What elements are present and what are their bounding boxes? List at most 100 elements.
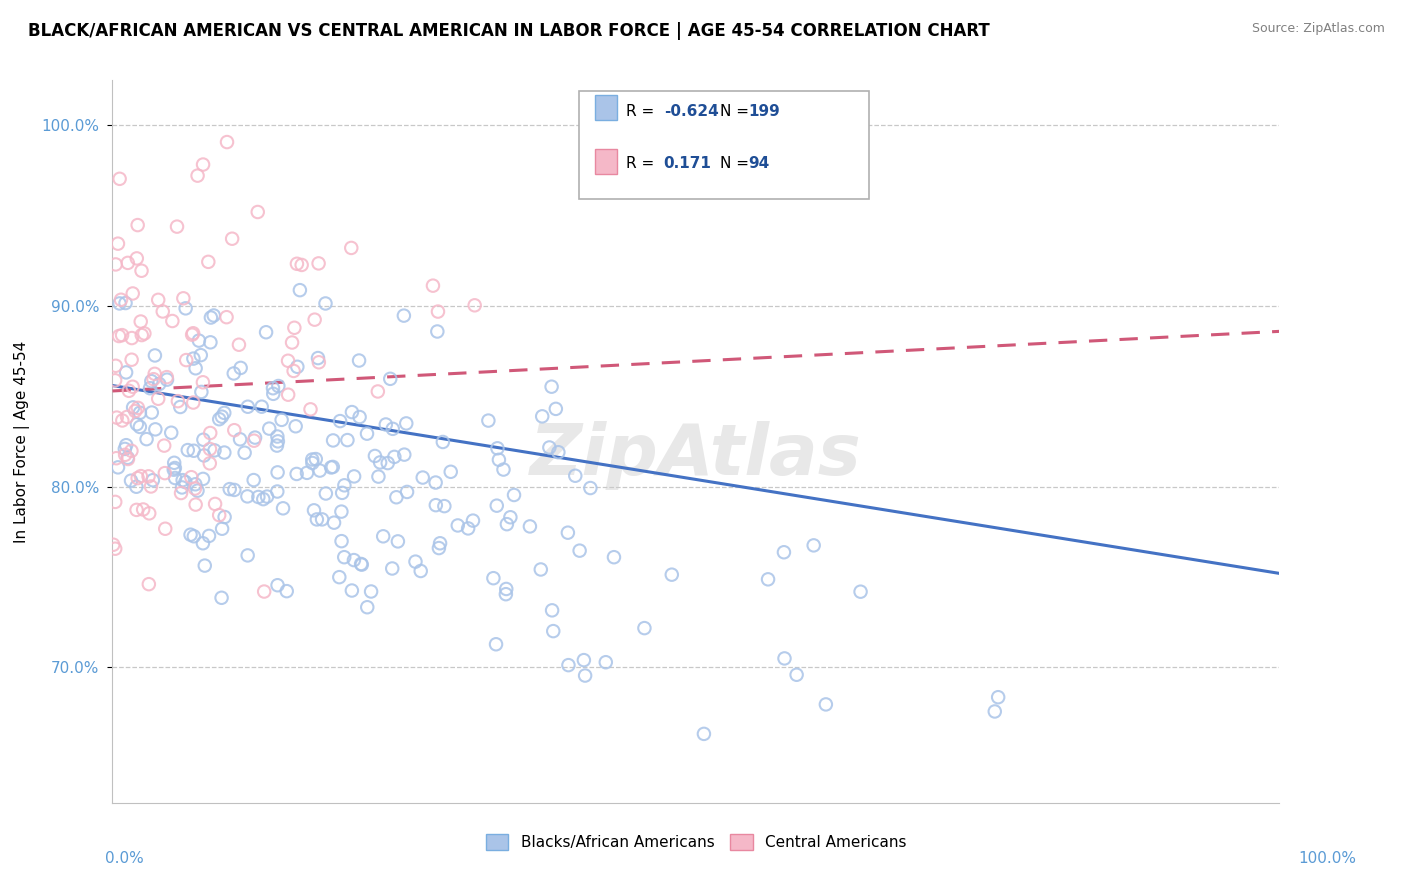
Point: [368, 455, 391, 469]
Point: [485, 499, 508, 513]
Point: [115, 365, 138, 379]
Point: [426, 325, 449, 339]
Point: [110, 293, 132, 307]
Point: [773, 545, 796, 559]
Point: [271, 501, 294, 516]
Point: [138, 577, 160, 591]
Point: [183, 529, 205, 543]
Point: [215, 135, 238, 149]
Point: [773, 651, 796, 665]
Text: N =: N =: [720, 156, 749, 171]
Point: [488, 452, 510, 467]
Point: [208, 508, 231, 523]
Text: BLACK/AFRICAN AMERICAN VS CENTRAL AMERICAN IN LABOR FORCE | AGE 45-54 CORRELATIO: BLACK/AFRICAN AMERICAN VS CENTRAL AMERIC…: [28, 22, 990, 40]
Point: [120, 443, 142, 458]
Point: [111, 413, 134, 427]
Point: [215, 310, 238, 325]
Point: [530, 562, 553, 576]
Point: [139, 381, 162, 395]
Point: [143, 422, 166, 436]
Point: [148, 293, 170, 307]
Point: [138, 469, 160, 483]
Point: [129, 314, 152, 328]
Point: [183, 443, 205, 458]
Point: [198, 456, 221, 470]
Point: [277, 353, 299, 368]
Point: [184, 498, 207, 512]
Point: [322, 459, 344, 474]
Point: [166, 219, 188, 234]
Point: [304, 312, 326, 326]
Point: [544, 401, 567, 416]
Point: [108, 171, 131, 186]
Point: [267, 379, 290, 393]
Point: [276, 584, 298, 599]
Point: [336, 433, 359, 447]
Point: [180, 470, 202, 484]
Point: [214, 445, 236, 459]
Point: [541, 603, 564, 617]
Point: [127, 218, 149, 232]
Point: [328, 570, 350, 584]
Point: [127, 471, 149, 485]
Point: [486, 442, 509, 456]
Point: [496, 517, 519, 532]
Point: [200, 335, 222, 350]
Point: [387, 534, 409, 549]
Point: [396, 485, 419, 500]
Point: [457, 521, 479, 535]
Point: [756, 572, 779, 586]
Point: [503, 488, 526, 502]
Point: [340, 583, 363, 598]
Text: 199: 199: [748, 104, 780, 120]
Point: [135, 432, 157, 446]
Point: [141, 405, 163, 419]
Point: [291, 258, 314, 272]
Point: [193, 449, 215, 463]
Point: [204, 443, 226, 458]
Point: [152, 304, 174, 318]
Text: R =: R =: [626, 156, 659, 171]
Point: [568, 543, 591, 558]
Point: [499, 510, 522, 524]
Point: [557, 658, 579, 673]
Point: [174, 301, 197, 316]
Point: [224, 423, 246, 437]
Point: [307, 351, 329, 365]
Point: [163, 463, 186, 477]
Text: -0.624: -0.624: [664, 104, 718, 120]
Point: [343, 553, 366, 567]
Point: [170, 486, 193, 500]
Point: [315, 296, 337, 310]
Point: [262, 387, 284, 401]
Point: [187, 169, 209, 183]
Point: [202, 309, 225, 323]
Point: [148, 392, 170, 406]
Point: [288, 283, 311, 297]
Text: N =: N =: [720, 104, 749, 120]
Point: [256, 490, 278, 504]
Point: [422, 278, 444, 293]
Point: [427, 304, 450, 318]
Point: [308, 256, 330, 270]
Point: [285, 257, 308, 271]
Point: [595, 655, 617, 669]
Point: [394, 448, 416, 462]
Point: [167, 394, 190, 409]
Point: [987, 690, 1010, 705]
Point: [162, 314, 184, 328]
Point: [323, 516, 346, 530]
Point: [191, 157, 214, 171]
Point: [184, 477, 207, 491]
Point: [183, 351, 205, 366]
Point: [377, 456, 399, 470]
Point: [356, 426, 378, 441]
Point: [392, 309, 415, 323]
Point: [330, 486, 353, 500]
Point: [429, 536, 451, 550]
Point: [633, 621, 655, 635]
Point: [340, 405, 363, 419]
Point: [564, 468, 586, 483]
Point: [114, 296, 136, 310]
Point: [803, 538, 825, 552]
